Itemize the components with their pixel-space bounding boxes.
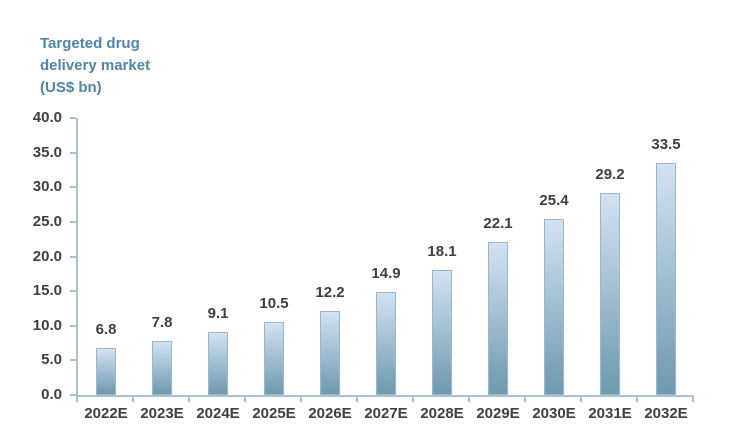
- x-axis-category-label: 2029E: [476, 405, 520, 422]
- x-axis-category-label: 2022E: [84, 405, 128, 422]
- y-axis-tick: [70, 394, 76, 396]
- bar-value-label: 10.5: [259, 295, 289, 313]
- y-axis-tick: [70, 255, 76, 258]
- chart-title-line-3: (US$ bn): [40, 79, 102, 96]
- x-axis-tick: [580, 397, 582, 402]
- y-axis-tick-label: 20.0: [32, 247, 62, 265]
- chart-title-line-1: Targeted drug: [40, 35, 140, 52]
- bar-value-label: 9.1: [207, 304, 229, 322]
- x-axis-tick: [356, 397, 358, 402]
- y-axis-tick: [70, 359, 76, 362]
- y-axis-line: [76, 118, 78, 397]
- x-axis-tick: [300, 397, 302, 402]
- x-axis-category-label: 2023E: [140, 405, 184, 422]
- y-axis-tick-label: 5.0: [41, 351, 62, 369]
- bar: [544, 219, 564, 395]
- x-axis-category-label: 2027E: [364, 405, 408, 422]
- x-axis-tick: [76, 397, 78, 402]
- y-axis-tick: [70, 220, 76, 223]
- x-axis-tick: [692, 397, 694, 402]
- y-axis-tick: [70, 151, 76, 154]
- x-axis-tick: [524, 397, 526, 402]
- y-axis-tick: [70, 117, 76, 119]
- x-axis-category-label: 2026E: [308, 405, 352, 422]
- bar-value-label: 14.9: [371, 264, 401, 282]
- x-axis-tick: [244, 397, 246, 402]
- y-axis-tick-label: 25.0: [32, 212, 62, 230]
- y-axis-tick: [70, 290, 76, 293]
- bar: [376, 291, 396, 395]
- y-axis-tick-label: 15.0: [32, 282, 62, 300]
- x-axis-category-label: 2024E: [196, 405, 240, 422]
- bar: [320, 310, 340, 395]
- x-axis-tick: [132, 397, 134, 402]
- x-axis-category-label: 2028E: [420, 405, 464, 422]
- bar: [152, 340, 172, 395]
- y-axis-tick-label: 10.0: [32, 316, 62, 334]
- chart-title-line-2: delivery market: [40, 57, 151, 74]
- y-axis-tick-label: 40.0: [32, 109, 62, 126]
- bar-value-label: 29.2: [595, 165, 625, 183]
- bar: [432, 269, 452, 395]
- bar-value-label: 22.1: [483, 214, 513, 232]
- y-axis-tick-label: 35.0: [32, 143, 62, 161]
- x-axis-tick: [412, 397, 414, 402]
- bar: [208, 331, 228, 395]
- x-axis-tick: [468, 397, 470, 402]
- bar: [488, 241, 508, 395]
- y-axis-tick-label: 30.0: [32, 178, 62, 196]
- bar-value-label: 7.8: [151, 313, 173, 331]
- bar: [264, 322, 284, 395]
- x-axis-category-label: 2031E: [588, 405, 632, 422]
- bar-value-label: 25.4: [539, 192, 569, 210]
- chart-title: Targeted drug delivery market (US$ bn): [40, 33, 150, 99]
- bar-value-label: 33.5: [651, 136, 681, 153]
- x-axis-tick: [636, 397, 638, 402]
- y-axis-tick-label: 0.0: [41, 386, 62, 403]
- bar-value-label: 6.8: [95, 320, 117, 338]
- bar: [600, 192, 620, 395]
- x-axis-category-label: 2025E: [252, 405, 296, 422]
- x-axis-line: [76, 395, 694, 397]
- y-axis-tick: [70, 186, 76, 189]
- bar: [656, 163, 676, 395]
- y-axis-tick: [70, 324, 76, 327]
- bar-value-label: 12.2: [315, 283, 345, 301]
- x-axis-category-label: 2030E: [532, 405, 576, 422]
- x-axis-category-label: 2032E: [644, 405, 688, 422]
- x-axis-tick: [188, 397, 190, 402]
- bar: [96, 347, 116, 395]
- bar-value-label: 18.1: [427, 242, 457, 260]
